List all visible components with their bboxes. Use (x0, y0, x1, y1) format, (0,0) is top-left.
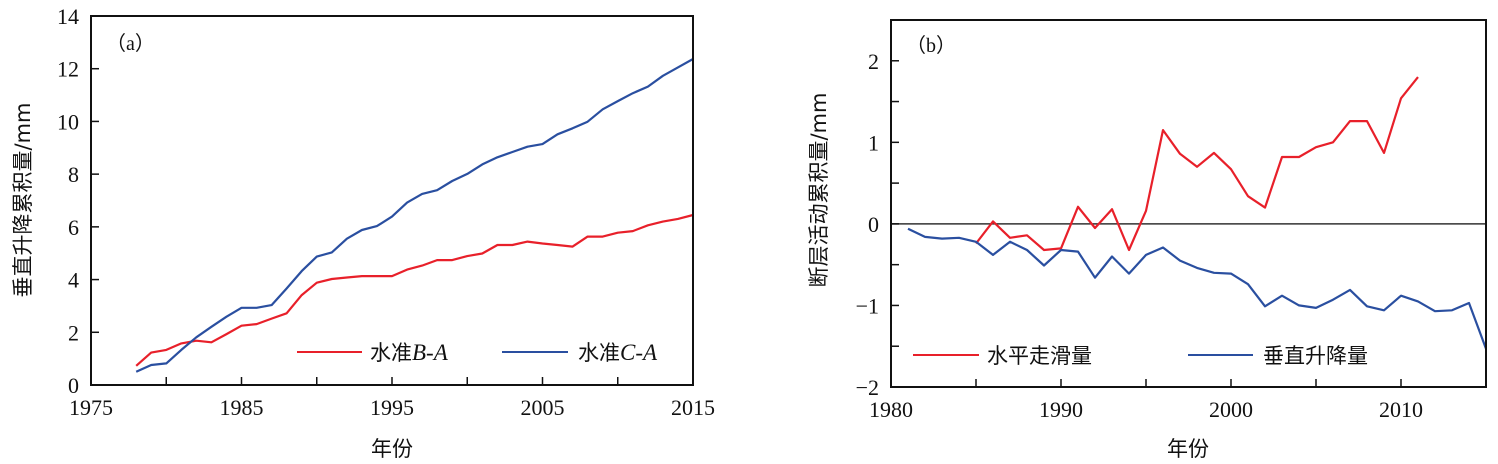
chart-b: 1980 1990 2000 2010 −2 −1 0 1 2 （b） 年份 断层活动累积量/… (807, 19, 1488, 461)
chart-a-y-tick-label: 12 (57, 57, 79, 82)
chart-a-x-tick-label: 1995 (370, 395, 414, 420)
chart-b-legend-label-1: 水平走滑量 (987, 344, 1092, 368)
chart-b-y-axis-title: 断层活动累积量/mm (807, 93, 831, 288)
chart-b-y-tick-label: −1 (856, 293, 879, 318)
chart-a-legend-item-2: 水准C-A (502, 340, 658, 365)
chart-b-y-tick-label: −2 (856, 375, 879, 400)
chart-b-y-tick-label: 0 (868, 212, 879, 237)
chart-b-legend: 水平走滑量 垂直升降量 (913, 344, 1368, 368)
chart-a-legend-label-1: 水准B-A (370, 340, 449, 365)
chart-a-x-tick-label: 1975 (69, 395, 113, 420)
chart-b-y-tick-label: 1 (868, 130, 879, 155)
chart-b-legend-label-2: 垂直升降量 (1263, 344, 1368, 368)
chart-a-legend-label-2: 水准C-A (578, 340, 658, 365)
chart-a-x-tick-label: 2005 (521, 395, 565, 420)
chart-b-panel-label: （b） (906, 34, 956, 57)
chart-b-x-tick-label: 2010 (1379, 397, 1423, 422)
chart-b-series-line-1 (975, 76, 1419, 252)
chart-a-y-tick-label: 8 (68, 162, 79, 187)
chart-a-legend-item-1: 水准B-A (297, 340, 449, 365)
chart-b-x-tick-label: 1990 (1039, 397, 1083, 422)
chart-a-y-axis: 0 2 4 6 8 10 12 14 (57, 4, 99, 398)
chart-a-y-tick-label: 6 (68, 215, 79, 240)
chart-b-y-tick-label: 2 (868, 49, 879, 74)
chart-b-x-tick-label: 1980 (869, 397, 913, 422)
chart-a-x-axis: 1975 1985 1995 2005 2015 (69, 377, 715, 420)
chart-a-y-tick-label: 2 (68, 320, 79, 345)
chart-a-y-tick-label: 14 (57, 4, 79, 29)
chart-a-panel-label: （a） (106, 32, 155, 55)
chart-a-series-line-1 (135, 213, 694, 367)
chart-a-series (135, 58, 694, 373)
chart-b-y-axis: −2 −1 0 1 2 (856, 49, 899, 400)
chart-a-x-axis-title: 年份 (371, 437, 413, 461)
chart-b-legend-item-1: 水平走滑量 (913, 344, 1092, 368)
chart-b-x-tick-label: 2000 (1209, 397, 1253, 422)
chart-b-legend-item-2: 垂直升降量 (1188, 344, 1368, 368)
chart-a-y-tick-label: 10 (57, 109, 79, 134)
chart-b-x-axis-title: 年份 (1167, 437, 1209, 461)
chart-a-plot-frame (90, 15, 694, 386)
chart-a-y-tick-label: 4 (68, 268, 79, 293)
chart-a-x-tick-label: 1985 (220, 395, 264, 420)
chart-a-x-tick-label: 2015 (671, 395, 715, 420)
chart-a-y-tick-label: 0 (68, 373, 79, 398)
chart-a-series-line-2 (135, 58, 694, 373)
chart-b-plot-frame (890, 19, 1487, 388)
chart-a-y-axis-title: 垂直升降累积量/mm (11, 103, 35, 298)
chart-b-x-axis: 1980 1990 2000 2010 (869, 379, 1423, 422)
chart-b-series-line-2 (907, 227, 1488, 350)
chart-b-series (907, 76, 1488, 350)
chart-a-legend: 水准B-A 水准C-A (297, 340, 658, 365)
